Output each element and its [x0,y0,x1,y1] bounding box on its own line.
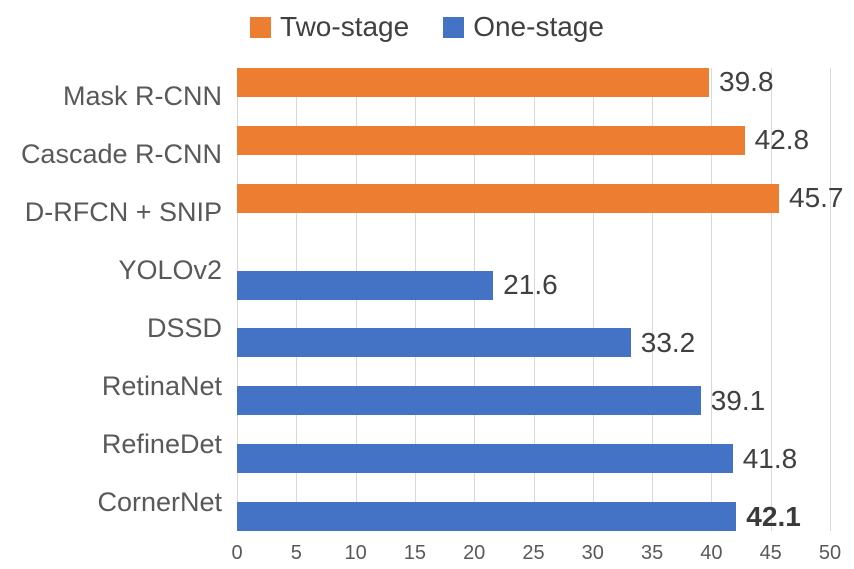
x-axis-tick-label: 10 [344,542,367,564]
bar-value-label: 42.1 [746,500,801,532]
gridline [770,68,772,531]
bar [237,328,631,358]
x-axis-tick-label: 25 [522,542,545,564]
gridline [711,68,713,531]
bar-value-label: 39.8 [719,66,774,98]
x-axis-tick-label: 30 [581,542,604,564]
bar [237,502,737,532]
bar [237,125,745,155]
legend-label-one-stage: One-stage [473,11,604,42]
x-axis-tick-label: 40 [700,542,723,564]
x-axis-tick-label: 0 [231,542,243,564]
category-label: D-RFCN + SNIP [24,197,222,228]
category-label: YOLOv2 [118,255,222,286]
legend-swatch-two-stage [250,16,272,38]
category-label: Mask R-CNN [63,81,222,112]
legend: Two-stage One-stage [0,13,854,41]
legend-item-one-stage: One-stage [443,13,604,41]
bar [237,444,733,474]
legend-label-two-stage: Two-stage [280,11,410,42]
category-label: RetinaNet [101,370,222,401]
x-axis-tick-label: 5 [290,542,302,564]
x-axis-tick-label: 15 [403,542,427,564]
bar [237,386,701,416]
category-label: DSSD [146,312,222,343]
bar-value-label: 21.6 [503,269,558,301]
bar-value-label: 39.1 [710,384,766,416]
category-label: RefineDet [101,428,222,459]
bar-value-label: 33.2 [640,326,696,358]
bar [237,183,779,213]
x-axis-tick-label: 35 [640,542,664,564]
bar [237,67,710,97]
category-label: Cascade R-CNN [20,139,222,170]
bar-value-label: 42.8 [754,124,810,156]
bar-value-label: 45.7 [789,182,844,214]
gridline [592,68,594,531]
x-axis-tick-label: 20 [463,542,486,564]
category-label: CornerNet [97,486,222,517]
gridline [533,68,535,531]
x-axis-tick-label: 50 [818,542,842,564]
legend-swatch-one-stage [443,16,465,38]
bar-value-label: 41.8 [742,442,798,474]
gridline [830,68,831,531]
legend-item-two-stage: Two-stage [250,13,409,41]
bar [237,270,494,300]
x-axis-tick-label: 45 [759,542,782,564]
gridline [652,68,654,531]
